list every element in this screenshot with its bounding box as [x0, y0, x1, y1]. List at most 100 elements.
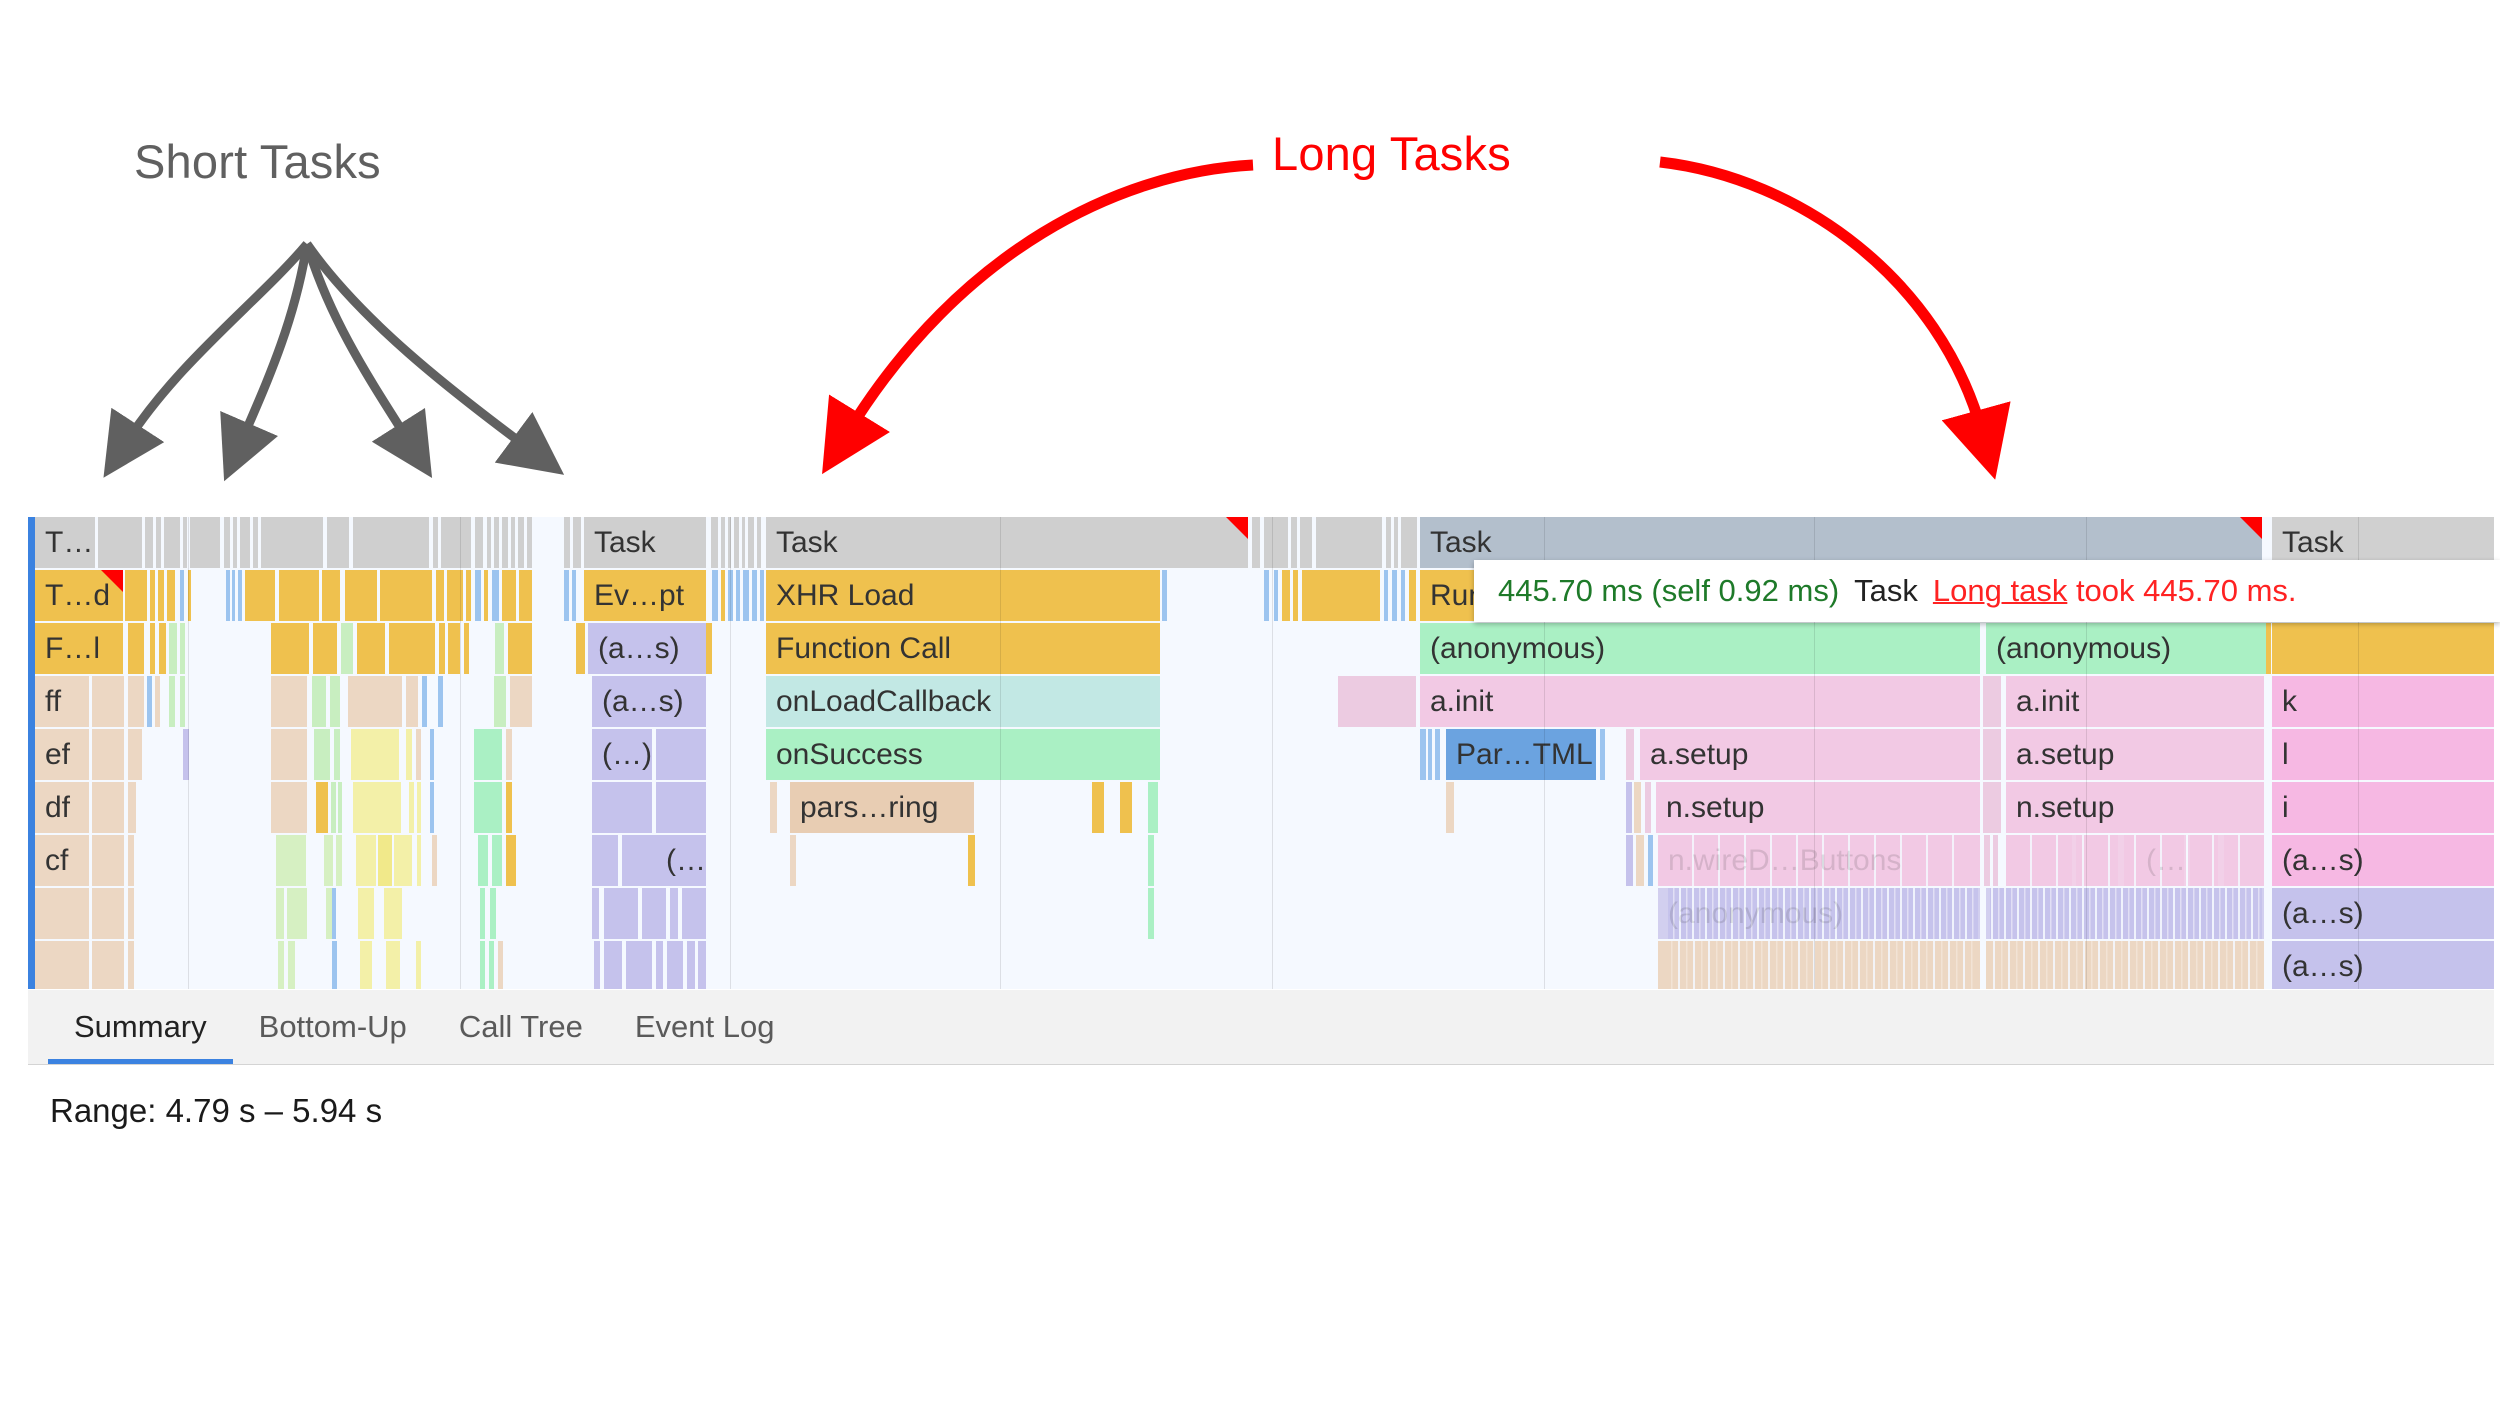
flame-block[interactable]	[642, 888, 666, 939]
flame-block-a-init[interactable]: a.init	[2006, 676, 2264, 727]
flame-block[interactable]	[416, 729, 421, 780]
flame-block[interactable]	[1634, 782, 1641, 833]
flame-block[interactable]	[240, 517, 250, 568]
flame-block[interactable]	[1264, 570, 1269, 621]
flame-block[interactable]	[279, 570, 319, 621]
flame-block[interactable]	[330, 676, 340, 727]
flame-block[interactable]	[527, 517, 532, 568]
flame-block-l[interactable]: l	[2272, 729, 2494, 780]
flame-block[interactable]	[1148, 782, 1158, 833]
flame-block-ef[interactable]: ef	[35, 729, 89, 780]
flame-block[interactable]	[35, 888, 89, 939]
flame-block[interactable]	[417, 835, 421, 886]
flame-block[interactable]	[1428, 729, 1432, 780]
flame-block[interactable]	[474, 782, 502, 833]
flame-block[interactable]	[226, 570, 230, 621]
flame-block[interactable]	[1420, 729, 1426, 780]
flame-block[interactable]	[1626, 835, 1633, 886]
flame-block[interactable]	[332, 941, 337, 989]
flame-block[interactable]	[336, 835, 342, 886]
flame-block[interactable]	[224, 517, 230, 568]
flame-block[interactable]	[386, 941, 400, 989]
flame-block[interactable]	[128, 888, 134, 939]
flame-block[interactable]	[466, 570, 471, 621]
flame-block[interactable]	[322, 570, 340, 621]
flame-block[interactable]	[790, 835, 796, 886]
flame-block[interactable]	[432, 835, 437, 886]
flame-block[interactable]	[573, 517, 581, 568]
flame-block-anonymous[interactable]: (anonymous)	[1986, 623, 2266, 674]
flame-block[interactable]	[128, 729, 142, 780]
flame-block[interactable]	[1162, 570, 1167, 621]
flame-block[interactable]	[341, 623, 353, 674]
flame-block[interactable]	[475, 517, 483, 568]
flame-block[interactable]	[1983, 782, 2001, 833]
flame-block[interactable]	[1983, 729, 2001, 780]
flame-block[interactable]	[128, 835, 134, 886]
flame-block[interactable]	[433, 517, 438, 568]
tab-bottom-up[interactable]: Bottom-Up	[258, 1009, 407, 1044]
flame-block[interactable]	[1984, 835, 1990, 886]
flame-block[interactable]	[180, 623, 185, 674]
flame-block-function-call[interactable]: F…l	[35, 623, 123, 674]
flame-block[interactable]	[326, 888, 333, 939]
flame-block[interactable]	[1148, 888, 1154, 939]
flame-block[interactable]	[742, 517, 745, 568]
flame-block[interactable]	[288, 941, 295, 989]
flame-block[interactable]	[438, 676, 443, 727]
flame-block[interactable]	[495, 623, 504, 674]
flame-block[interactable]	[728, 570, 733, 621]
flame-block[interactable]	[1293, 570, 1298, 621]
flame-block[interactable]	[721, 570, 725, 621]
flame-block-anon-ellipsis[interactable]: (…	[2124, 835, 2184, 886]
flame-block-task-selected[interactable]: Task	[1420, 517, 2262, 568]
flame-block[interactable]	[164, 517, 180, 568]
flame-block[interactable]	[670, 888, 678, 939]
flame-block-task[interactable]: Task	[2272, 517, 2494, 568]
flame-block-cf[interactable]: cf	[35, 835, 89, 886]
flame-block[interactable]	[389, 623, 435, 674]
flame-block[interactable]	[1986, 888, 2264, 939]
flame-block[interactable]	[682, 888, 706, 939]
flame-block[interactable]	[150, 623, 155, 674]
flame-block[interactable]	[167, 570, 175, 621]
flame-block-xhr-load[interactable]: XHR Load	[766, 570, 1160, 621]
flame-block-ff[interactable]: ff	[35, 676, 89, 727]
flame-block[interactable]	[2076, 835, 2118, 886]
flame-block[interactable]	[1435, 729, 1440, 780]
flame-block[interactable]	[271, 729, 307, 780]
flame-block[interactable]	[506, 729, 512, 780]
flame-block[interactable]	[357, 623, 385, 674]
flame-block-task[interactable]: T…k	[35, 517, 95, 568]
flame-block[interactable]	[2266, 623, 2271, 674]
flame-block[interactable]	[1346, 517, 1382, 568]
tab-call-tree[interactable]: Call Tree	[458, 1009, 583, 1044]
flame-block-anon-ellipsis[interactable]: (…	[622, 835, 706, 886]
flame-block[interactable]	[592, 888, 599, 939]
flame-block[interactable]	[92, 888, 124, 939]
flame-block-anonymous[interactable]: (a…s)	[2272, 888, 2494, 939]
flame-block-n-setup[interactable]: n.setup	[1656, 782, 1980, 833]
flame-block[interactable]	[128, 782, 136, 833]
flame-block-task[interactable]: Task	[766, 517, 1248, 568]
flame-block[interactable]	[1986, 941, 2264, 989]
flame-block[interactable]	[484, 570, 488, 621]
flame-block[interactable]	[508, 623, 532, 674]
flame-block[interactable]	[698, 941, 706, 989]
flame-block[interactable]	[492, 835, 502, 886]
flame-block-anonymous[interactable]: (anonymous)	[1658, 888, 1980, 939]
flame-block-a-setup[interactable]: a.setup	[1640, 729, 1980, 780]
flame-block[interactable]	[519, 570, 532, 621]
flame-block[interactable]	[576, 623, 585, 674]
flame-block-anon-short[interactable]: (…)	[592, 729, 652, 780]
flame-block[interactable]	[489, 941, 494, 989]
flame-block[interactable]	[604, 941, 622, 989]
flame-block[interactable]	[271, 623, 309, 674]
details-tab-bar[interactable]: Summary Bottom-Up Call Tree Event Log	[28, 990, 2494, 1065]
flame-block[interactable]	[128, 676, 144, 727]
flame-block[interactable]	[1384, 570, 1388, 621]
flame-block[interactable]	[351, 729, 399, 780]
flame-block[interactable]	[233, 517, 237, 568]
tab-event-log[interactable]: Event Log	[634, 1009, 775, 1044]
flame-block[interactable]	[334, 729, 340, 780]
